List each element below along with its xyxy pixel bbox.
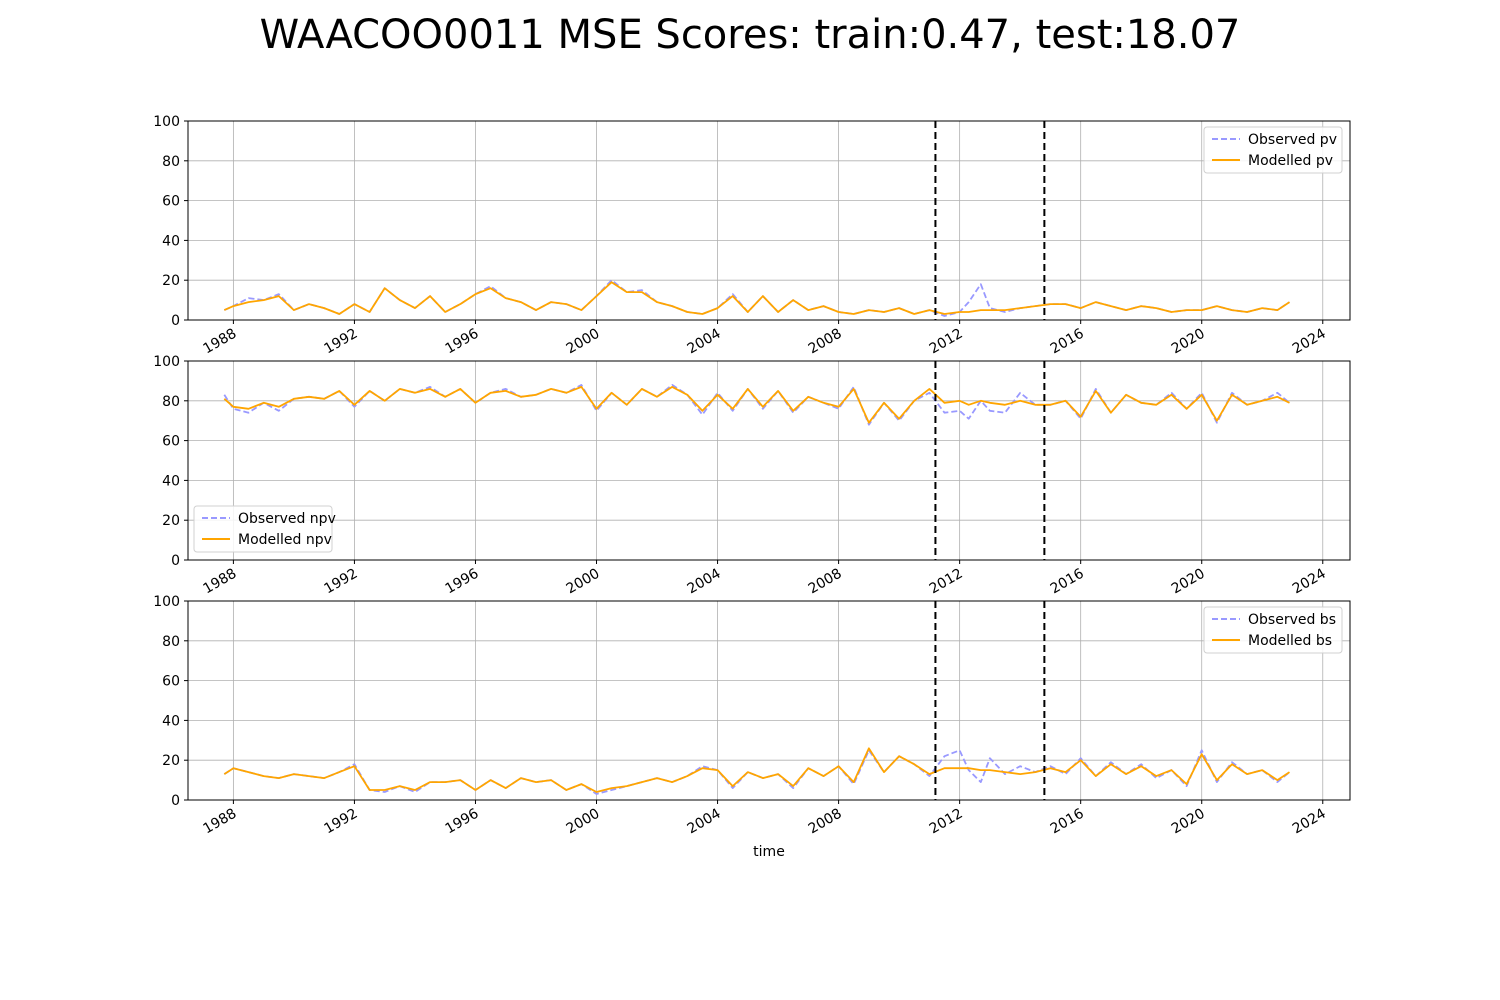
pv-xtick-label: 1992 [322, 326, 361, 358]
bs-legend-label: Modelled bs [1248, 633, 1332, 649]
npv-legend-label: Modelled npv [238, 532, 332, 548]
npv-legend-label: Observed npv [238, 511, 336, 527]
figure-title: WAACOO0011 MSE Scores: train:0.47, test:… [259, 12, 1241, 58]
pv-xtick-label: 2000 [564, 326, 603, 358]
pv-legend-label: Observed pv [1248, 132, 1337, 148]
pv-legend [1203, 126, 1343, 174]
npv-xtick-label: 2004 [685, 566, 724, 598]
pv-ytick-label: 0 [171, 313, 180, 329]
bs-xtick-label: 2020 [1169, 806, 1208, 838]
npv-xtick-label: 1996 [443, 566, 482, 598]
pv-legend-label: Modelled pv [1248, 153, 1333, 169]
bs-xtick-label: 2016 [1048, 806, 1087, 838]
pv-xtick-label: 2020 [1169, 326, 1208, 358]
pv-xtick-label: 2008 [806, 326, 845, 358]
pv-ytick-label: 100 [153, 114, 180, 130]
pv-xtick-label: 2024 [1290, 326, 1329, 358]
bs-ytick-label: 80 [162, 634, 180, 650]
pv-series-modelled-line [223, 281, 1290, 315]
bs-xtick-label: 2008 [806, 806, 845, 838]
npv-legend [193, 505, 333, 553]
pv-ytick-label: 40 [162, 233, 180, 249]
pv-xtick-label: 1988 [201, 326, 240, 358]
npv-xtick-label: 2020 [1169, 566, 1208, 598]
bs-series-modelled-line [223, 747, 1290, 793]
npv-xtick-label: 1988 [201, 566, 240, 598]
pv-ytick-label: 80 [162, 154, 180, 170]
bs-ytick-label: 40 [162, 713, 180, 729]
bs-ytick-label: 0 [171, 793, 180, 809]
bs-legend-label: Observed bs [1248, 612, 1336, 628]
npv-ytick-label: 0 [171, 553, 180, 569]
bs-ytick-label: 20 [162, 753, 180, 769]
npv-xtick-label: 2000 [564, 566, 603, 598]
pv-ytick-label: 20 [162, 273, 180, 289]
pv-xtick-label: 2012 [927, 326, 966, 358]
pv-ytick-label: 60 [162, 194, 180, 210]
npv-xtick-label: 2024 [1290, 566, 1329, 598]
npv-series-modelled-line [223, 385, 1290, 424]
bs-xtick-label: 1996 [443, 806, 482, 838]
bs-xtick-label: 2000 [564, 806, 603, 838]
bs-xtick-label: 2024 [1290, 806, 1329, 838]
npv-axes-frame [187, 360, 1351, 561]
npv-ytick-label: 100 [153, 354, 180, 370]
npv-ytick-label: 80 [162, 394, 180, 410]
npv-xtick-label: 2016 [1048, 566, 1087, 598]
npv-xtick-label: 1992 [322, 566, 361, 598]
npv-series-observed-line [223, 383, 1291, 426]
npv-ytick-label: 40 [162, 473, 180, 489]
npv-ytick-label: 20 [162, 513, 180, 529]
npv-xtick-label: 2008 [806, 566, 845, 598]
bs-xtick-label: 1988 [201, 806, 240, 838]
bs-legend [1203, 606, 1343, 654]
bs-axes-frame [187, 600, 1351, 801]
pv-xtick-label: 2016 [1048, 326, 1087, 358]
pv-xtick-label: 2004 [685, 326, 724, 358]
npv-xtick-label: 2012 [927, 566, 966, 598]
x-axis-label: time [753, 844, 785, 860]
bs-xtick-label: 2012 [927, 806, 966, 838]
bs-xtick-label: 2004 [685, 806, 724, 838]
pv-axes-frame [187, 120, 1351, 321]
bs-ytick-label: 60 [162, 674, 180, 690]
npv-ytick-label: 60 [162, 434, 180, 450]
bs-ytick-label: 100 [153, 594, 180, 610]
bs-xtick-label: 1992 [322, 806, 361, 838]
pv-xtick-label: 1996 [443, 326, 482, 358]
pv-series-observed-line [223, 279, 1290, 317]
